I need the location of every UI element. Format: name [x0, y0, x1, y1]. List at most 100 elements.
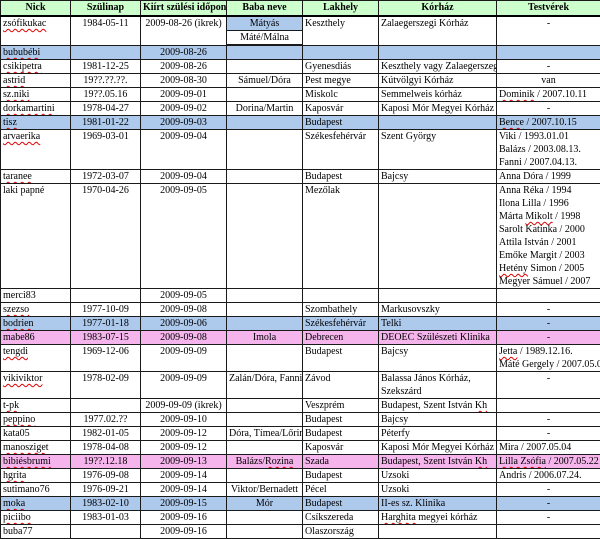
cell-szulinap: 19??.??.??. — [71, 74, 141, 88]
cell-line: Balassa János Kórház, — [381, 372, 494, 385]
cell-testverek: Andris / 2006.07.24. — [497, 469, 600, 483]
spellcheck-word: Dominik — [499, 89, 535, 100]
cell-szulinap: 1977-10-09 — [71, 303, 141, 317]
cell-lakhely: Szada — [303, 455, 379, 469]
cell-baba: Viktor/Bernadett — [227, 483, 303, 497]
cell-lakhely: Keszthely — [303, 16, 379, 46]
cell-szulinap: 1970-04-26 — [71, 184, 141, 289]
cell-nick: arvaerika — [1, 130, 71, 170]
cell-korhaz: Bajcsy — [379, 413, 497, 427]
baba-subcell: Mátyás — [227, 17, 302, 31]
cell-kiirt: 2009-09-09 (ikrek) — [141, 399, 227, 413]
cell-nick: manosziget — [1, 441, 71, 455]
cell-korhaz: DEOEC Szülészeti Klinika — [379, 331, 497, 345]
spellcheck-word: vikiviktor — [3, 373, 42, 384]
cell-lakhely: Budapest — [303, 345, 379, 372]
cell-lakhely: Csíkszereda — [303, 511, 379, 525]
cell-szulinap: 1977-01-18 — [71, 317, 141, 331]
cell-kiirt: 2009-09-05 — [141, 184, 227, 289]
header-lakhely: Lakhely — [303, 1, 379, 17]
cell-lakhely: Debrecen — [303, 331, 379, 345]
cell-nick: piciibo — [1, 511, 71, 525]
cell-szulinap: 1982-01-05 — [71, 427, 141, 441]
spellcheck-word: tisz — [3, 117, 17, 128]
cell-korhaz: Kútvölgyi Kórház — [379, 74, 497, 88]
cell-szulinap: 1981-12-25 — [71, 60, 141, 74]
spellcheck-word: piciibo — [3, 512, 31, 523]
cell-lakhely: Szombathely — [303, 303, 379, 317]
cell-szulinap: 1981-01-22 — [71, 116, 141, 130]
cell-line: Emőke Margit / 2003 — [499, 249, 598, 262]
cell-testverek: - — [497, 511, 600, 525]
cell-baba — [227, 130, 303, 170]
cell-kiirt: 2009-08-30 — [141, 74, 227, 88]
cell-korhaz: Kaposi Mór Megyei Kórház — [379, 441, 497, 455]
cell-szulinap — [71, 399, 141, 413]
cell-lakhely: Budapest — [303, 413, 379, 427]
cell-korhaz — [379, 525, 497, 539]
cell-nick: zsófikukac — [1, 16, 71, 46]
spellcheck-word: csikipetra — [3, 61, 42, 72]
cell-szulinap: 1978-02-09 — [71, 372, 141, 399]
cell-kiirt: 2009-09-12 — [141, 441, 227, 455]
baba-subcell: Máté/Málna — [227, 31, 302, 45]
cell-szulinap: 1972-03-07 — [71, 170, 141, 184]
cell-kiirt: 2009-09-04 — [141, 170, 227, 184]
cell-line: Márta Mikolt / 1998 — [499, 210, 598, 223]
cell-szulinap — [71, 46, 141, 60]
cell-lakhely: Olaszország — [303, 525, 379, 539]
cell-korhaz: Zalaegerszegi Kórház — [379, 16, 497, 46]
cell-nick: tengdi — [1, 345, 71, 372]
cell-testverek: - — [497, 413, 600, 427]
cell-kiirt: 2009-09-12 — [141, 427, 227, 441]
cell-nick: merci83 — [1, 289, 71, 303]
cell-korhaz — [379, 289, 497, 303]
cell-testverek: van — [497, 74, 600, 88]
cell-baba — [227, 289, 303, 303]
cell-line: Megyer Sámuel / 2007 — [499, 275, 598, 288]
cell-nick: vikiviktor — [1, 372, 71, 399]
cell-kiirt: 2009-09-13 — [141, 455, 227, 469]
cell-kiirt: 2009-09-14 — [141, 469, 227, 483]
cell-lakhely — [303, 289, 379, 303]
cell-baba — [227, 303, 303, 317]
cell-testverek: - — [497, 16, 600, 46]
cell-testverek: - — [497, 102, 600, 116]
header-testverek: Testvérek — [497, 1, 600, 17]
cell-testverek — [497, 46, 600, 60]
cell-line: Anna Réka / 1994 — [499, 184, 598, 197]
cell-nick: peppino — [1, 413, 71, 427]
spellcheck-word: peppino — [3, 414, 35, 425]
cell-korhaz: Kaposi Mór Megyei Kórház — [379, 102, 497, 116]
spellcheck-word: Kh — [475, 400, 487, 411]
cell-nick: tisz — [1, 116, 71, 130]
cell-korhaz: Semmelweis kórház — [379, 88, 497, 102]
spellcheck-word: hgrita — [3, 470, 26, 481]
cell-baba: Sámuel/Dóra — [227, 74, 303, 88]
spellcheck-word: taranee — [3, 171, 32, 182]
cell-testverek: Bence / 2007.10.15 — [497, 116, 600, 130]
spellcheck-word: Jetta — [499, 346, 517, 357]
cell-korhaz: Harghita megyei kórház — [379, 511, 497, 525]
spellcheck-word: sz.niki — [3, 89, 29, 100]
cell-baba — [227, 116, 303, 130]
cell-korhaz: Szent György — [379, 130, 497, 170]
cell-lakhely: Budapest — [303, 427, 379, 441]
cell-baba — [227, 60, 303, 74]
cell-nick: szezso — [1, 303, 71, 317]
